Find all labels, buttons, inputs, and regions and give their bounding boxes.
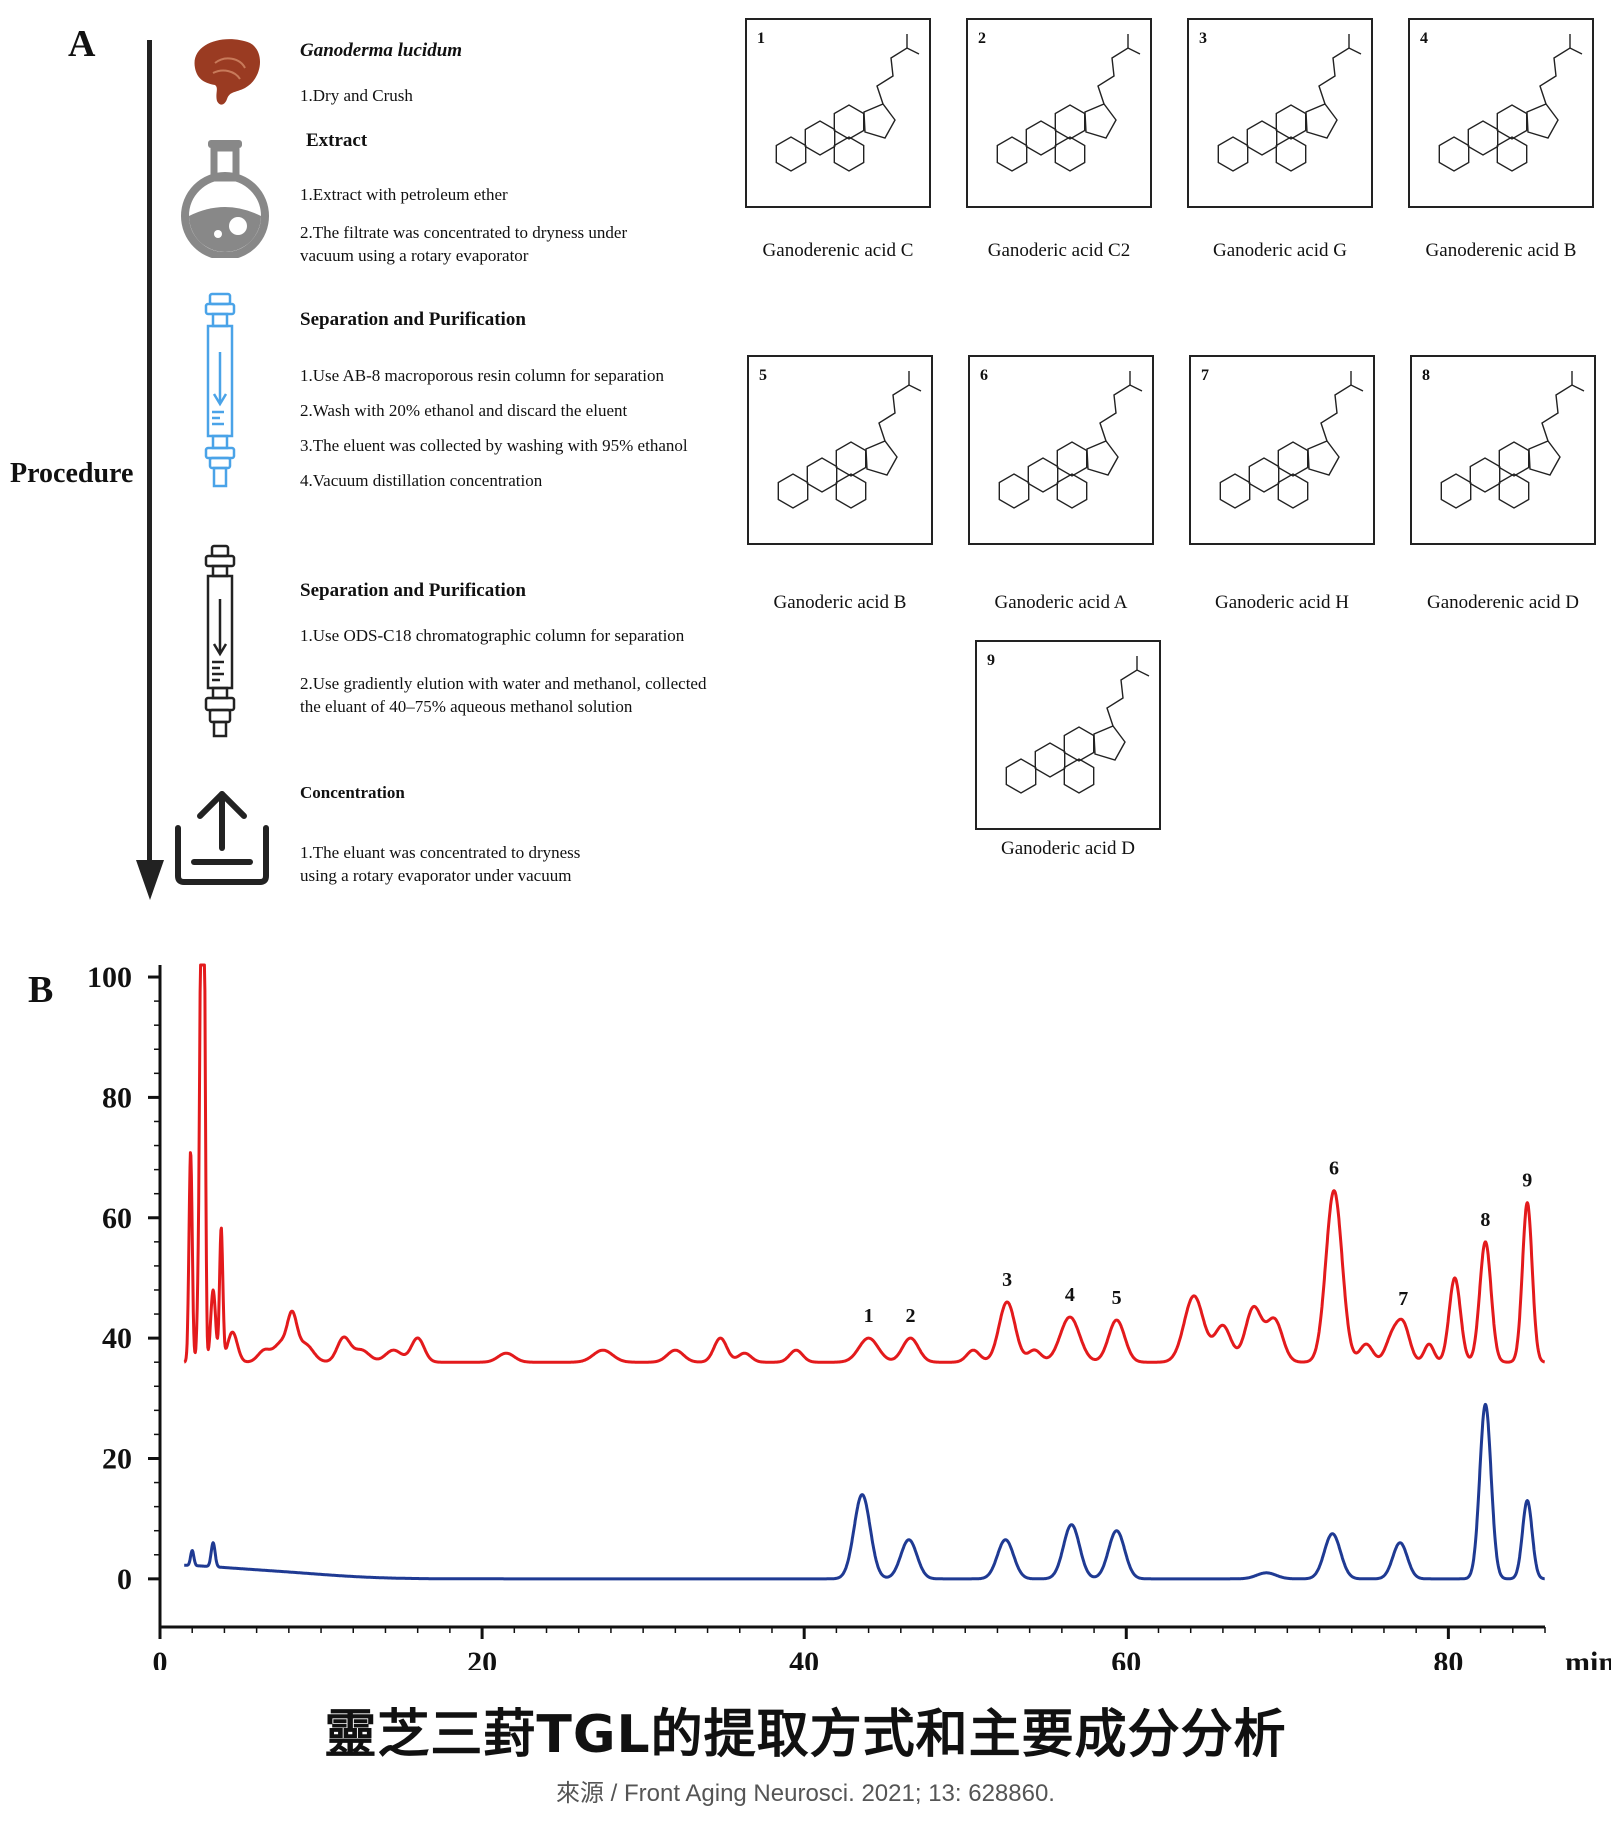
structure-name-8: Ganoderenic acid D (1427, 592, 1579, 613)
molecule-structure-icon (1219, 371, 1364, 509)
molecule-structure-icon (1217, 34, 1362, 172)
structure-box-1: 1 (745, 18, 931, 208)
step-1-line-1: 1.Dry and Crush (300, 86, 413, 105)
series-line-sample (183, 963, 1546, 1364)
structure-box-6: 6 (968, 355, 1154, 545)
peak-label-5: 5 (1112, 1287, 1122, 1309)
step-2-title: Extract (306, 130, 368, 151)
y-tick-label: 80 (102, 1081, 132, 1114)
step-4-line-2: 2.Use gradiently elution with water and … (300, 674, 707, 693)
structure-number: 3 (1199, 30, 1207, 47)
structure-number: 1 (757, 30, 765, 47)
x-tick-label: 40 (789, 1646, 819, 1670)
step-2-line-3: vacuum using a rotary evaporator (300, 246, 529, 265)
peak-label-8: 8 (1480, 1209, 1490, 1231)
structure-name-3: Ganoderic acid G (1213, 240, 1347, 261)
peak-label-6: 6 (1329, 1158, 1339, 1180)
step-3-line-3: 3.The eluent was collected by washing wi… (300, 436, 688, 455)
y-tick-label: 20 (102, 1442, 132, 1475)
x-tick-label: 60 (1111, 1646, 1141, 1670)
mushroom-icon (194, 39, 261, 105)
structure-box-8: 8 (1410, 355, 1596, 545)
x-tick-label: 20 (467, 1646, 497, 1670)
hplc-chromatogram: 0 20 40 60 80 100 0 20 40 60 80 min 1 2 3 4 5 6 7 8 9 (87, 961, 1611, 1670)
step-4-line-1: 1.Use ODS-C18 chromatographic column for… (300, 626, 685, 645)
step-2-line-2: 2.The filtrate was concentrated to dryne… (300, 223, 628, 242)
step-4-line-3: the eluant of 40–75% aqueous methanol so… (300, 697, 633, 716)
peak-label-4: 4 (1065, 1284, 1075, 1306)
x-axis-label: min (1565, 1646, 1611, 1670)
structure-name-4: Ganoderenic acid B (1425, 240, 1577, 261)
structure-number: 8 (1422, 367, 1430, 384)
x-tick-label: 0 (153, 1646, 168, 1670)
molecule-structure-icon (775, 34, 920, 172)
series-line-standards (183, 1402, 1546, 1581)
procedure-arrow-shaft (147, 40, 152, 875)
step-3-line-1: 1.Use AB-8 macroporous resin column for … (300, 366, 664, 385)
x-tick-label: 80 (1433, 1646, 1463, 1670)
structure-number: 6 (980, 367, 988, 384)
structure-name-1: Ganoderenic acid C (762, 240, 914, 261)
molecule-structure-icon (1438, 34, 1583, 172)
upload-icon (175, 791, 269, 885)
procedure-arrow-head (136, 860, 164, 900)
structure-name-5: Ganoderic acid B (773, 592, 907, 613)
structure-box-4: 4 (1408, 18, 1594, 208)
molecule-structure-icon (998, 371, 1143, 509)
molecule-structure-icon (996, 34, 1141, 172)
step-5-title: Concentration (300, 783, 405, 802)
molecule-structure-icon (1440, 371, 1585, 509)
peak-label-9: 9 (1522, 1170, 1532, 1192)
step-4-title: Separation and Purification (300, 580, 526, 601)
structure-number: 9 (987, 652, 995, 669)
step-3-title: Separation and Purification (300, 309, 526, 330)
ods-column-icon (204, 544, 236, 738)
caption-title: 靈芝三葑TGL的提取方式和主要成分分析 (324, 1705, 1287, 1765)
y-tick-label: 100 (87, 961, 132, 994)
structure-name-7: Ganoderic acid H (1215, 592, 1349, 613)
step-3-line-2: 2.Wash with 20% ethanol and discard the … (300, 401, 628, 420)
y-tick-label: 60 (102, 1202, 132, 1235)
structure-box-9: 9 (975, 640, 1161, 830)
step-1-title: Ganoderma lucidum (300, 40, 463, 61)
structure-number: 4 (1420, 30, 1428, 47)
flask-icon (181, 140, 269, 258)
structure-box-5: 5 (747, 355, 933, 545)
panel-a-letter: A (68, 23, 96, 65)
peak-label-3: 3 (1002, 1269, 1012, 1291)
y-tick-label: 0 (117, 1563, 132, 1596)
step-2-line-1: 1.Extract with petroleum ether (300, 185, 508, 204)
resin-column-icon (204, 292, 236, 488)
structure-name-9: Ganoderic acid D (1001, 838, 1135, 859)
structure-box-2: 2 (966, 18, 1152, 208)
structure-number: 5 (759, 367, 767, 384)
panel-b-letter: B (28, 969, 54, 1011)
structure-name-2: Ganoderic acid C2 (987, 240, 1131, 261)
caption-source: 來源 / Front Aging Neurosci. 2021; 13: 628… (556, 1780, 1055, 1807)
peak-label-2: 2 (905, 1305, 915, 1327)
structure-box-7: 7 (1189, 355, 1375, 545)
structure-number: 7 (1201, 367, 1209, 384)
y-tick-label: 40 (102, 1322, 132, 1355)
molecule-structure-icon (1005, 656, 1150, 794)
structure-number: 2 (978, 30, 986, 47)
procedure-label: Procedure (10, 458, 134, 489)
step-3-line-4: 4.Vacuum distillation concentration (300, 471, 543, 490)
peak-label-7: 7 (1398, 1288, 1408, 1310)
peak-label-1: 1 (864, 1305, 874, 1327)
structure-name-6: Ganoderic acid A (994, 592, 1128, 613)
step-5-line-2: using a rotary evaporator under vacuum (300, 866, 572, 885)
molecule-structure-icon (777, 371, 922, 509)
structure-box-3: 3 (1187, 18, 1373, 208)
step-5-line-1: 1.The eluant was concentrated to dryness (300, 843, 581, 862)
